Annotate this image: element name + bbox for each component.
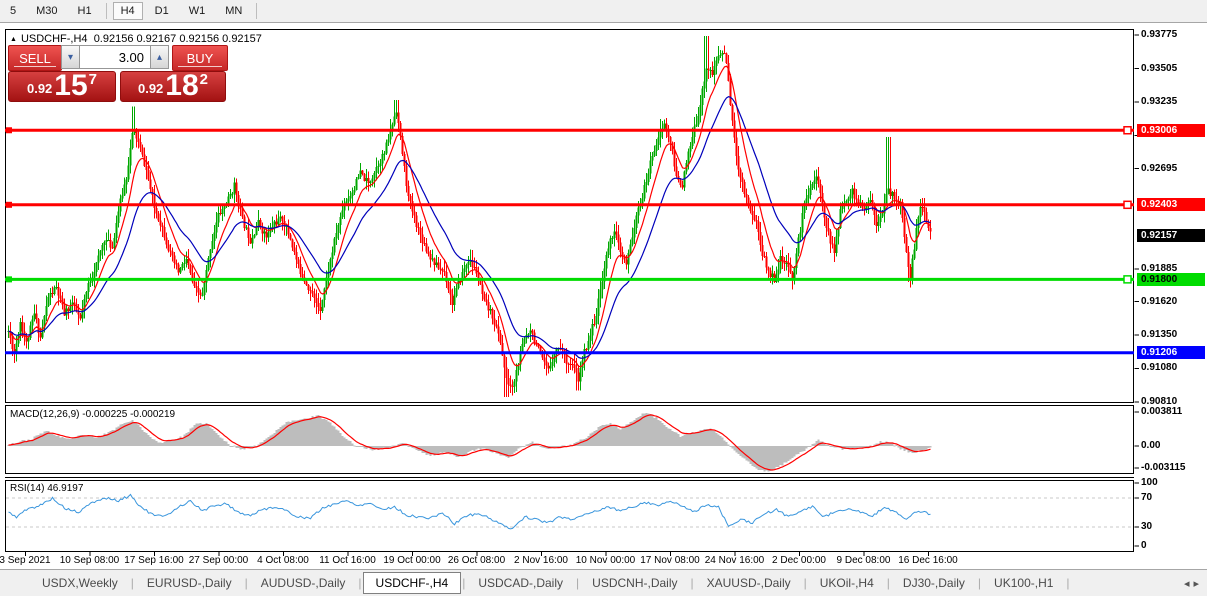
tab-separator: | [690,576,694,590]
time-tick-label: 27 Sep 00:00 [188,555,249,566]
macd-tick: -0.003115 [1141,462,1186,473]
time-tick-label: 26 Oct 08:00 [447,555,506,566]
tab-scroll-arrows[interactable]: ◂▸ [1184,577,1203,590]
buy-price-display[interactable]: 0.92 18 2 [120,71,226,102]
volume-input[interactable] [80,45,150,69]
price-tick: 0.91350 [1141,329,1178,340]
sell-button[interactable]: SELL [8,45,62,71]
chart-tab-usdcnh-daily[interactable]: USDCNH-,Daily [592,576,678,590]
tab-separator: | [576,576,580,590]
price-tick: 0.93775 [1141,29,1178,41]
toolbar-separator [256,3,258,19]
price-tick: 0.90810 [1141,395,1178,407]
buy-button[interactable]: BUY [172,45,228,71]
chart-tab-audusd-daily[interactable]: AUDUSD-,Daily [260,576,346,590]
price-badge: 0.92157 [1137,228,1205,242]
timeframe-button-w1[interactable]: W1 [188,5,206,17]
tab-separator: | [244,576,248,590]
timeframe-toolbar: 5 M30 H1 H4 D1 W1 MN [0,0,1207,23]
time-tick-label: 16 Dec 16:00 [898,555,958,566]
time-tick-label: 3 Sep 2021 [0,555,51,566]
price-tick: 0.93235 [1141,95,1178,107]
buy-price-prefix: 0.92 [137,81,164,96]
price-tick: 0.91080 [1141,362,1178,374]
timeframe-button-m30[interactable]: M30 [36,5,58,17]
time-tick-label: 10 Nov 00:00 [575,555,636,566]
chart-tab-uk100-h1[interactable]: UK100-,H1 [994,576,1054,590]
time-tick-label: 19 Oct 00:00 [383,555,441,566]
sell-price-display[interactable]: 0.92 15 7 [8,71,116,102]
buy-button-label: BUY [186,50,214,66]
macd-tick: 0.003811 [1141,406,1183,417]
price-badge: 0.92403 [1137,198,1205,212]
timeframe-button-d1[interactable]: D1 [154,5,169,17]
macd-tick: 0.00 [1141,440,1161,451]
rsi-tick: 30 [1141,521,1153,532]
price-badge: 0.91206 [1137,346,1205,360]
price-tick: 0.93505 [1141,62,1178,74]
price-tick: 0.91885 [1141,262,1178,274]
chart-tab-usdchf-h4[interactable]: USDCHF-,H4 [362,572,462,594]
time-tick-label: 4 Oct 08:00 [257,555,309,566]
chart-tab-ukoil-h4[interactable]: UKOil-,H4 [819,576,874,590]
one-click-trading-panel: SELL ▾ ▴ BUY 0.92 15 7 0.92 18 2 [8,45,228,102]
symbol-timeframe-label: USDCHF-,H4 [20,33,88,45]
time-tick-label: 17 Nov 08:00 [640,555,700,566]
macd-label: MACD(12,26,9) -0.000225 -0.000219 [10,409,176,420]
tab-scroll-left-icon[interactable]: ◂ [1183,578,1194,590]
time-tick-label: 11 Oct 16:00 [319,555,376,566]
tab-separator: | [803,576,807,590]
ohlc-values: 0.92156 0.92167 0.92156 0.92157 [93,33,262,45]
chart-tab-usdx-weekly[interactable]: USDX,Weekly [42,576,118,590]
toolbar-separator [105,3,107,19]
chart-tab-xauusd-daily[interactable]: XAUUSD-,Daily [706,576,791,590]
tab-separator: | [977,576,982,590]
chart-title: ▲ USDCHF-,H4 0.92156 0.92167 0.92156 0.92… [10,33,262,45]
time-tick-label: 2 Dec 00:00 [772,555,826,566]
tab-separator: | [886,576,890,590]
price-tick: 0.91620 [1141,295,1178,307]
rsi-tick: 0 [1141,540,1147,551]
price-tick: 0.92695 [1141,162,1178,174]
time-tick-label: 2 Nov 16:00 [514,555,568,566]
sell-price-prefix: 0.92 [26,81,53,96]
time-tick-label: 24 Nov 16:00 [704,555,765,566]
price-badge: 0.93006 [1137,123,1205,137]
tab-separator: | [358,576,362,590]
buy-price-pip: 2 [199,71,209,88]
price-badge: 0.91800 [1137,272,1205,286]
rsi-tick: 100 [1141,477,1158,488]
timeframe-button-mn[interactable]: MN [225,5,243,17]
chart-tab-dj30-daily[interactable]: DJ30-,Daily [902,576,965,590]
up-arrow-icon: ▴ [156,51,163,63]
tab-separator: | [130,576,134,590]
time-tick-label: 9 Dec 08:00 [836,555,891,566]
time-tick-label: 10 Sep 08:00 [59,555,120,566]
down-arrow-icon: ▾ [67,51,74,63]
tab-separator: | [1066,576,1070,590]
tab-scroll-right-icon[interactable]: ▸ [1193,578,1203,590]
volume-decrease-button[interactable]: ▾ [61,45,80,69]
volume-stepper: ▾ ▴ [61,45,171,69]
rsi-label: RSI(14) 46.9197 [10,483,84,494]
timeframe-button-m5[interactable]: 5 [10,5,17,17]
chart-tab-usdcad-daily[interactable]: USDCAD-,Daily [478,576,564,590]
buy-price-main: 18 [165,69,199,102]
rsi-tick: 70 [1141,492,1153,503]
volume-increase-button[interactable]: ▴ [150,45,169,69]
timeframe-button-h1[interactable]: H1 [77,5,92,17]
symbol-marker-icon: ▲ [10,36,17,43]
tab-separator: | [462,576,466,590]
chart-tab-eurusd-daily[interactable]: EURUSD-,Daily [146,576,232,590]
sell-price-main: 15 [54,69,88,102]
sell-button-label: SELL [19,50,51,66]
timeframe-button-h4[interactable]: H4 [112,2,143,20]
time-tick-label: 17 Sep 16:00 [124,555,184,566]
chart-tab-bar: USDX,Weekly | EURUSD-,Daily | AUDUSD-,Daily |… [0,569,1207,596]
sell-price-pip: 7 [88,71,98,88]
